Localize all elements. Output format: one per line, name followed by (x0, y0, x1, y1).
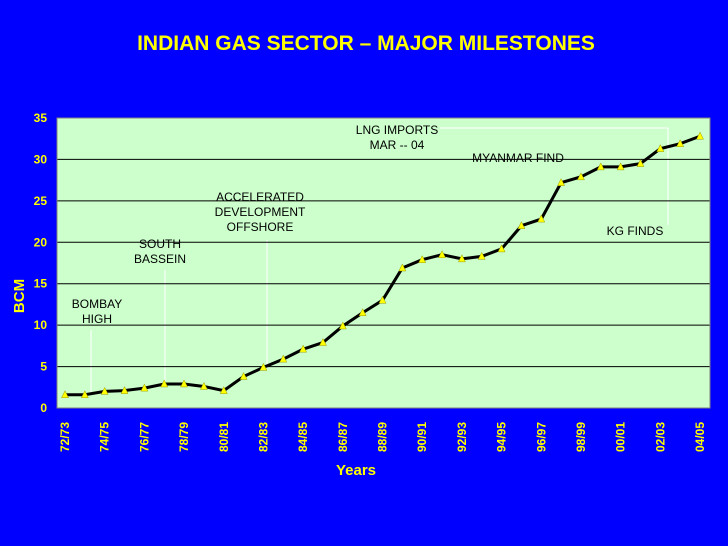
data-marker (160, 379, 169, 388)
annotation: MYANMAR FIND (472, 151, 564, 165)
annotation: ACCELERATED (216, 190, 304, 204)
data-marker (537, 214, 546, 223)
data-marker (100, 386, 109, 395)
annotation: KG FINDS (607, 224, 664, 238)
annotation: OFFSHORE (227, 220, 294, 234)
y-tick-label: 30 (34, 152, 48, 166)
x-tick-label: 72/73 (58, 422, 72, 452)
y-tick-label: 25 (34, 194, 48, 208)
annotation: BASSEIN (134, 252, 186, 266)
x-tick-label: 80/81 (217, 422, 231, 452)
data-marker (636, 159, 645, 167)
x-tick-label: 82/83 (256, 422, 270, 452)
data-marker (239, 371, 248, 380)
data-marker (696, 131, 704, 140)
x-tick-label: 96/97 (534, 422, 548, 452)
data-marker (577, 172, 585, 181)
x-tick-label: 78/79 (177, 422, 191, 452)
data-marker (279, 354, 288, 363)
data-marker (398, 263, 407, 272)
data-marker (180, 379, 188, 388)
data-marker (120, 386, 129, 394)
y-tick-label: 10 (34, 318, 48, 332)
data-marker (80, 390, 89, 398)
annotation: HIGH (82, 312, 112, 326)
y-tick-label: 35 (34, 111, 48, 125)
data-marker (378, 295, 387, 304)
y-axis-label: BCM (11, 279, 28, 313)
data-marker (616, 162, 625, 171)
x-tick-label: 02/03 (653, 422, 667, 452)
data-marker (517, 221, 526, 229)
y-tick-label: 15 (34, 277, 48, 291)
x-tick-label: 04/05 (693, 422, 707, 452)
data-marker (596, 162, 605, 171)
data-marker (358, 308, 367, 316)
x-tick-label: 88/89 (376, 422, 390, 452)
plot-border (56, 117, 711, 409)
x-tick-label: 00/01 (614, 422, 628, 452)
annotation: LNG IMPORTS (356, 123, 438, 137)
data-marker (140, 383, 149, 392)
data-marker (200, 381, 208, 390)
data-marker (438, 250, 446, 258)
data-marker (477, 251, 486, 260)
x-tick-label: 76/77 (137, 422, 151, 452)
x-tick-label: 84/85 (296, 422, 310, 452)
data-marker (656, 144, 665, 152)
data-marker (61, 390, 69, 398)
pointers (90, 127, 669, 395)
data-marker (299, 344, 308, 353)
y-tick-label: 0 (40, 401, 47, 415)
chart-title: INDIAN GAS SECTOR – MAJOR MILESTONES (137, 32, 595, 55)
x-axis-label: Years (336, 462, 376, 479)
data-marker (418, 255, 427, 263)
data-marker (319, 337, 327, 346)
annotation: MAR -- 04 (370, 138, 425, 152)
x-tick-label: 98/99 (574, 422, 588, 452)
y-tick-label: 5 (40, 360, 47, 374)
annotation: BOMBAY (72, 297, 122, 311)
data-marker (676, 139, 685, 147)
data-marker (457, 254, 466, 263)
y-tick-label: 20 (34, 235, 48, 249)
data-marker (557, 178, 565, 186)
x-tick-label: 90/91 (415, 422, 429, 452)
annotation: SOUTH (139, 237, 181, 251)
x-tick-label: 86/87 (336, 422, 350, 452)
data-marker (219, 386, 228, 394)
annotation: DEVELOPMENT (215, 205, 306, 219)
x-tick-label: 94/95 (495, 422, 509, 452)
x-tick-label: 74/75 (98, 422, 112, 452)
data-marker (338, 321, 347, 330)
data-marker (497, 244, 506, 253)
x-tick-label: 92/93 (455, 422, 469, 452)
data-marker (259, 362, 268, 371)
